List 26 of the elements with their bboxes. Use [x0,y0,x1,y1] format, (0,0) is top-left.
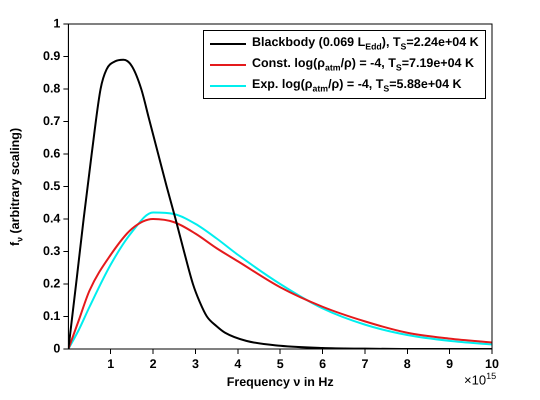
legend-label: Blackbody (0.069 L$_{Edd}$), T$_{S}$=2.24e+04 K [252,35,479,52]
y-tick-label: 0.4 [42,211,60,226]
y-tick-label: 0.7 [42,114,60,128]
y-tick-label: 1 [53,16,60,30]
y-tick-label: 0.2 [42,276,60,290]
x-tick-label: 7 [361,356,368,371]
x-tick-label: 9 [446,356,454,371]
legend-label: Exp. log(ρ$_{atm}$/ρ) = -4, T$_{S}$=5.88e+04 K [252,77,462,94]
y-tick-label: 0.3 [42,244,60,258]
y-tick-label: 0.1 [42,308,60,323]
x-axis-title: Frequency ν in Hz [226,374,334,389]
x-tick-label: 4 [234,356,242,371]
y-tick-label: 0.5 [42,178,60,193]
legend-label: Const. log(ρ$_{atm}$/ρ) = -4, T$_{S}$=7.19e+04 K [252,56,474,73]
x-tick-label: 1 [107,356,114,371]
x-tick-label: 6 [319,356,326,371]
y-tick-label: 0.8 [42,81,60,96]
x-tick-label: 2 [150,356,157,371]
text: ×10$^{15}$ [464,371,496,388]
x-tick-label: 10 [485,356,499,371]
y-tick-label: 0.6 [42,146,60,160]
x-tick-label: 3 [192,356,199,371]
y-tick-label: 0.9 [42,48,60,63]
x-tick-label: 5 [276,356,284,371]
x-tick-label: 8 [404,356,411,371]
y-tick-label: 0 [53,341,60,356]
